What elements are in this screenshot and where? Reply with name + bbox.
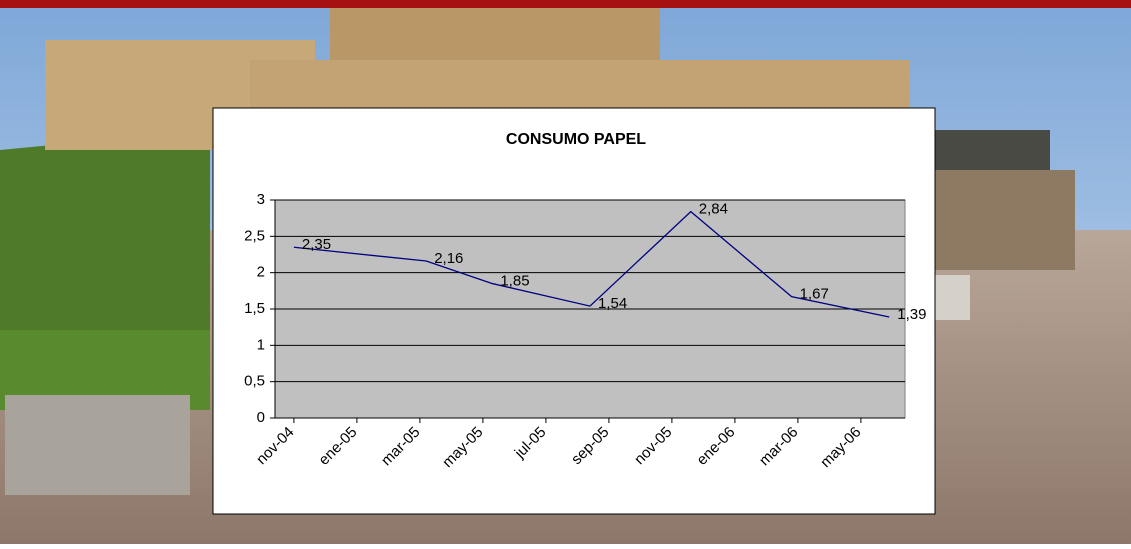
data-label: 1,85 bbox=[500, 273, 529, 290]
y-tick-label: 1,5 bbox=[244, 300, 265, 317]
data-label: 1,54 bbox=[598, 295, 627, 312]
data-label: 1,67 bbox=[800, 286, 829, 303]
data-line bbox=[293, 210, 890, 318]
y-tick-label: 2,5 bbox=[244, 227, 265, 244]
y-tick-label: 0,5 bbox=[244, 373, 265, 390]
y-tick-label: 2 bbox=[257, 264, 265, 281]
y-tick-label: 0 bbox=[257, 409, 265, 426]
y-tick-label: 1 bbox=[257, 336, 265, 353]
data-label: 2,16 bbox=[434, 250, 463, 267]
y-tick-label: 3 bbox=[257, 191, 265, 208]
chart-title: CONSUMO PAPEL bbox=[506, 131, 646, 148]
data-label: 1,39 bbox=[897, 306, 926, 323]
data-label: 2,84 bbox=[699, 201, 728, 218]
data-label: 2,35 bbox=[302, 236, 331, 253]
